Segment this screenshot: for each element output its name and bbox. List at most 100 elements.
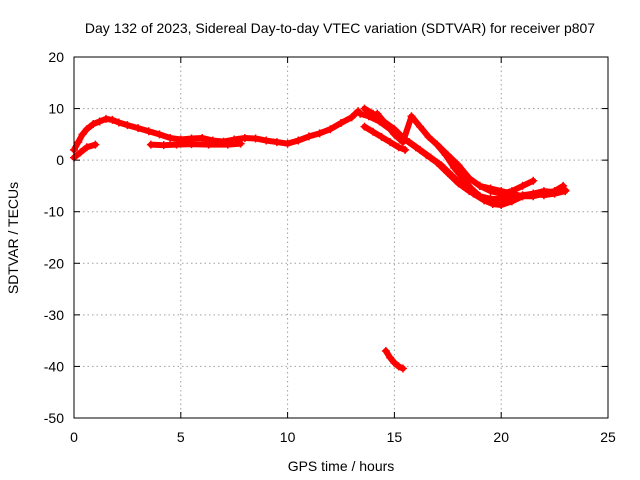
data-point	[416, 122, 425, 131]
series-late-tail	[475, 181, 568, 201]
data-point	[172, 140, 181, 149]
data-point	[422, 150, 431, 159]
y-tick-label: 10	[48, 101, 64, 117]
data-point	[507, 189, 516, 198]
data-point	[411, 143, 420, 152]
data-series	[70, 104, 570, 373]
x-tick-label: 20	[493, 429, 509, 445]
data-point	[166, 133, 175, 142]
data-point	[159, 141, 168, 150]
data-point	[443, 150, 452, 159]
series-main-track	[70, 107, 363, 154]
data-point	[561, 187, 570, 196]
series-low-segment-1	[146, 139, 245, 150]
y-axis-label: SDTVAR / TECUs	[5, 182, 21, 294]
data-point	[424, 132, 433, 141]
x-tick-label: 5	[177, 429, 185, 445]
x-tick-label: 10	[280, 429, 296, 445]
data-point	[518, 181, 527, 190]
data-point	[74, 138, 83, 147]
x-tick-label: 15	[387, 429, 403, 445]
data-point	[356, 109, 365, 118]
data-point	[454, 161, 463, 170]
x-axis-label: GPS time / hours	[288, 458, 395, 474]
y-tick-label: 0	[56, 152, 64, 168]
data-point	[251, 134, 260, 143]
data-point	[108, 115, 117, 124]
data-point	[394, 362, 403, 371]
data-point	[337, 119, 345, 128]
data-point	[407, 112, 416, 121]
data-point	[369, 127, 378, 136]
data-point	[529, 176, 538, 185]
data-point	[381, 346, 390, 355]
data-point	[187, 140, 196, 149]
data-point	[529, 192, 538, 201]
data-point	[146, 140, 155, 149]
data-point	[467, 184, 476, 193]
data-point	[398, 364, 407, 373]
axes: 0 5 10 15 20 25 -50 -40 -30 -20 -10 0 10 20	[44, 49, 616, 445]
series-descent-b	[360, 104, 570, 203]
data-point	[518, 192, 527, 201]
y-tick-label: 20	[48, 49, 64, 65]
data-point	[347, 113, 356, 122]
plot-frame	[73, 56, 609, 419]
data-point	[381, 120, 390, 129]
series-outlier	[381, 346, 407, 373]
data-point	[486, 194, 495, 203]
series-descent-d	[360, 122, 410, 154]
data-point	[123, 121, 132, 130]
data-point	[390, 130, 399, 139]
data-point	[240, 133, 249, 142]
data-point	[95, 117, 104, 126]
grid	[74, 57, 608, 418]
data-point	[272, 138, 281, 147]
data-point	[433, 140, 442, 149]
data-point	[390, 358, 399, 367]
data-point	[486, 184, 495, 193]
data-point	[294, 136, 303, 145]
data-point	[89, 120, 98, 129]
y-tick-label: -40	[44, 358, 64, 374]
data-point	[394, 143, 403, 152]
series-descent-c	[373, 109, 484, 201]
data-point	[433, 158, 442, 167]
y-tick-label: -20	[44, 255, 64, 271]
data-point	[155, 130, 164, 139]
data-point	[304, 132, 313, 141]
data-point	[443, 169, 452, 178]
data-point	[91, 140, 100, 149]
data-point	[114, 118, 123, 127]
data-point	[262, 136, 271, 145]
data-point	[454, 179, 463, 188]
data-point	[398, 138, 407, 147]
y-tick-label: -50	[44, 410, 64, 426]
data-point	[76, 148, 85, 157]
data-point	[377, 132, 386, 141]
data-point	[497, 187, 506, 196]
y-tick-label: -10	[44, 204, 64, 220]
data-point	[283, 139, 292, 148]
y-tick-label: -30	[44, 307, 64, 323]
data-point	[373, 109, 382, 118]
data-point	[223, 140, 232, 149]
data-point	[102, 114, 111, 123]
data-point	[360, 122, 369, 131]
data-point	[360, 104, 369, 113]
series-band	[71, 141, 99, 161]
data-point	[204, 140, 213, 149]
data-point	[465, 174, 474, 183]
data-point	[236, 139, 245, 148]
data-point	[82, 125, 91, 134]
data-point	[198, 133, 207, 142]
data-point	[386, 138, 395, 147]
data-point	[386, 353, 395, 362]
data-point	[550, 187, 559, 196]
data-point	[144, 127, 153, 136]
chart-title: Day 132 of 2023, Sidereal Day-to-day VTE…	[85, 20, 595, 36]
data-point	[315, 129, 324, 138]
data-point	[134, 124, 143, 133]
data-point	[78, 130, 87, 139]
